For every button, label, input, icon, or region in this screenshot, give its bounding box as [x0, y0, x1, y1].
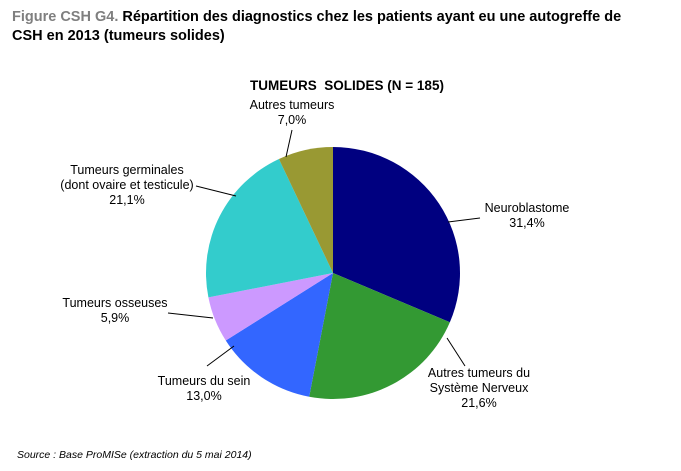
pie-slices	[205, 147, 460, 400]
figure-label: Figure CSH G4.	[12, 9, 119, 25]
slice-value-label: 21,6%	[461, 396, 496, 410]
pie-slice	[309, 273, 450, 400]
slice-category-label: (dont ovaire et testicule)	[60, 178, 193, 192]
slice-value-label: 21,1%	[109, 193, 144, 207]
figure-title-text: Répartition des diagnostics chez les pat…	[12, 9, 622, 44]
slice-value-label: 31,4%	[509, 216, 544, 230]
pie-slice	[208, 273, 333, 341]
leader-line	[167, 312, 214, 319]
pie-slice	[225, 273, 333, 397]
slice-category-label: Neuroblastome	[485, 201, 570, 215]
slice-category-label: Tumeurs du sein	[158, 374, 251, 388]
slice-category-label: Système Nerveux	[430, 381, 529, 395]
chart-title: TUMEURS SOLIDES (N = 185)	[250, 78, 444, 93]
leader-line	[447, 217, 481, 223]
pie-slice	[333, 147, 460, 323]
slice-category-label: Autres tumeurs du	[428, 366, 530, 380]
slice-category-label: Tumeurs germinales	[70, 163, 183, 177]
leader-lines	[167, 129, 481, 367]
source-note: Source : Base ProMISe (extraction du 5 m…	[17, 449, 252, 461]
slice-category-label: Autres tumeurs	[250, 98, 335, 112]
slice-value-label: 7,0%	[278, 113, 307, 127]
leader-line	[285, 129, 293, 158]
figure-title: Figure CSH G4. Répartition des diagnosti…	[12, 8, 652, 46]
leader-line	[206, 345, 235, 367]
pie-slice	[205, 158, 333, 298]
leader-line	[446, 337, 466, 367]
pie-slice	[278, 147, 333, 273]
slice-value-label: 13,0%	[186, 389, 221, 403]
slice-category-label: Tumeurs osseuses	[62, 296, 167, 310]
slice-value-label: 5,9%	[101, 311, 130, 325]
leader-line	[195, 185, 237, 197]
